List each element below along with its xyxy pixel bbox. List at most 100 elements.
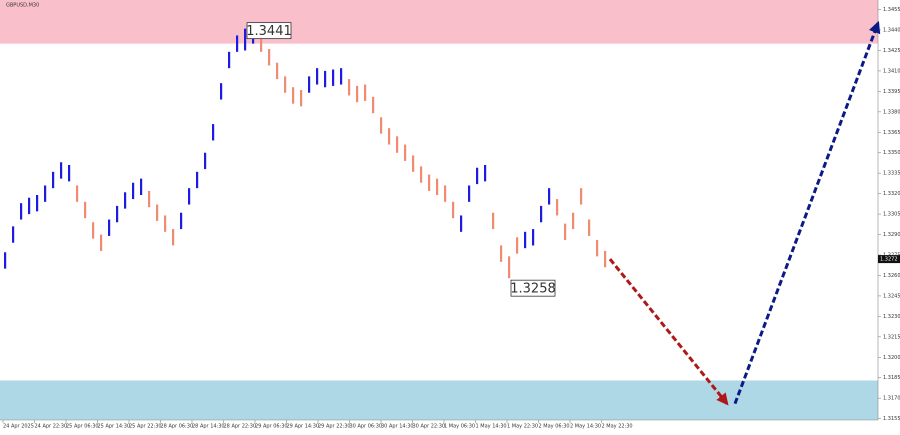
y-tick-label: 1.3305 [883, 212, 900, 218]
price-bar [276, 62, 279, 80]
price-bar [420, 166, 423, 183]
y-tick-label: 1.3425 [883, 48, 900, 54]
annotation-box [510, 279, 556, 297]
price-bar [524, 231, 527, 249]
price-bar [380, 117, 383, 134]
x-tick-label: 2 May 14:30 [570, 424, 601, 430]
price-bar [548, 188, 551, 205]
y-tick-label: 1.3320 [883, 191, 900, 197]
x-tick-label: 1 May 14:30 [476, 424, 507, 430]
price-bar [316, 68, 319, 85]
price-bar [236, 35, 239, 52]
price-bar [60, 162, 63, 179]
price-bar [436, 178, 439, 195]
price-bar [404, 144, 407, 161]
x-tick-label: 29 Apr 22:30 [318, 424, 351, 430]
price-bar [188, 188, 191, 205]
price-bar [428, 174, 431, 191]
annotation-label: 1.3258 [510, 282, 556, 297]
price-bar [292, 87, 295, 104]
x-tick-label: 29 Apr 06:30 [255, 424, 288, 430]
price-bar [268, 49, 271, 66]
price-bar [180, 212, 183, 230]
price-bar [364, 84, 367, 101]
price-bar [556, 199, 559, 216]
price-bar [52, 171, 55, 189]
price-bar [92, 222, 95, 239]
price-bar [492, 212, 495, 230]
x-tick-label: 29 Apr 14:30 [287, 424, 320, 430]
y-tick-label: 1.3290 [883, 232, 900, 238]
y-tick-label: 1.3350 [883, 150, 900, 156]
price-bar [204, 152, 207, 170]
price-bar [540, 205, 543, 223]
price-bar [36, 195, 39, 212]
y-tick-label: 1.3260 [883, 273, 900, 279]
y-tick-label: 1.3215 [883, 334, 900, 340]
y-tick-label: 1.3200 [883, 355, 900, 361]
price-bar [76, 185, 79, 202]
price-bar [452, 201, 455, 219]
price-bar [516, 237, 519, 254]
price-bar [604, 250, 607, 268]
current-price-tag [878, 255, 900, 264]
price-bar [132, 182, 135, 200]
price-bar [596, 240, 599, 257]
x-tick-label: 1 May 06:30 [444, 424, 475, 430]
y-tick-label: 1.3380 [883, 109, 900, 115]
zone [0, 380, 878, 420]
y-tick-label: 1.3170 [883, 396, 900, 402]
x-tick-label: 2 May 22:30 [602, 424, 633, 430]
price-bar [284, 76, 287, 93]
price-bar [500, 245, 503, 262]
price-bar [100, 234, 103, 251]
price-bar [164, 215, 167, 232]
price-bar [348, 79, 351, 96]
y-tick-label: 1.3455 [883, 7, 900, 13]
price-bar [148, 190, 151, 208]
x-tick-label: 25 Apr 14:30 [98, 424, 131, 430]
price-bar [388, 128, 391, 145]
price-bar [172, 229, 175, 246]
price-bar [396, 136, 399, 153]
price-bar [68, 165, 71, 182]
price-bar [588, 219, 591, 236]
price-bar [196, 171, 199, 189]
forecast-arrow [608, 258, 729, 406]
price-bar [444, 185, 447, 202]
price-bar [4, 252, 7, 269]
x-tick-label: 30 Apr 22:30 [413, 424, 446, 430]
y-tick-label: 1.3335 [883, 171, 900, 177]
price-bar [108, 219, 111, 236]
x-tick-label: 2 May 06:30 [539, 424, 570, 430]
x-tick-label: 30 Apr 14:30 [381, 424, 414, 430]
price-bar [140, 178, 143, 195]
price-bar [484, 165, 487, 182]
x-tick-label: 28 Apr 14:30 [192, 424, 225, 430]
price-bar [476, 167, 479, 185]
price-bar [508, 256, 511, 279]
price-bar [308, 76, 311, 93]
price-bar [572, 212, 575, 230]
price-bar [260, 35, 263, 52]
x-tick-label: 24 Apr 2025 [3, 424, 34, 430]
price-bar [84, 201, 87, 219]
y-tick-label: 1.3185 [883, 375, 900, 381]
y-tick-label: 1.3410 [883, 68, 900, 74]
x-tick-label: 30 Apr 06:30 [350, 424, 383, 430]
annotation-label: 1.3441 [246, 24, 292, 39]
price-bar [468, 185, 471, 202]
forecast-arrow [733, 20, 881, 405]
x-tick-label: 25 Apr 22:30 [129, 424, 162, 430]
x-tick-label: 1 May 22:30 [507, 424, 538, 430]
price-bar [300, 90, 303, 107]
zone [0, 0, 878, 44]
price-bar [412, 155, 415, 172]
x-tick-label: 25 Apr 06:30 [66, 424, 99, 430]
price-bar [116, 205, 119, 223]
price-bar [340, 68, 343, 85]
price-bar [212, 124, 215, 141]
price-bar [12, 226, 15, 243]
price-bar [44, 185, 47, 202]
